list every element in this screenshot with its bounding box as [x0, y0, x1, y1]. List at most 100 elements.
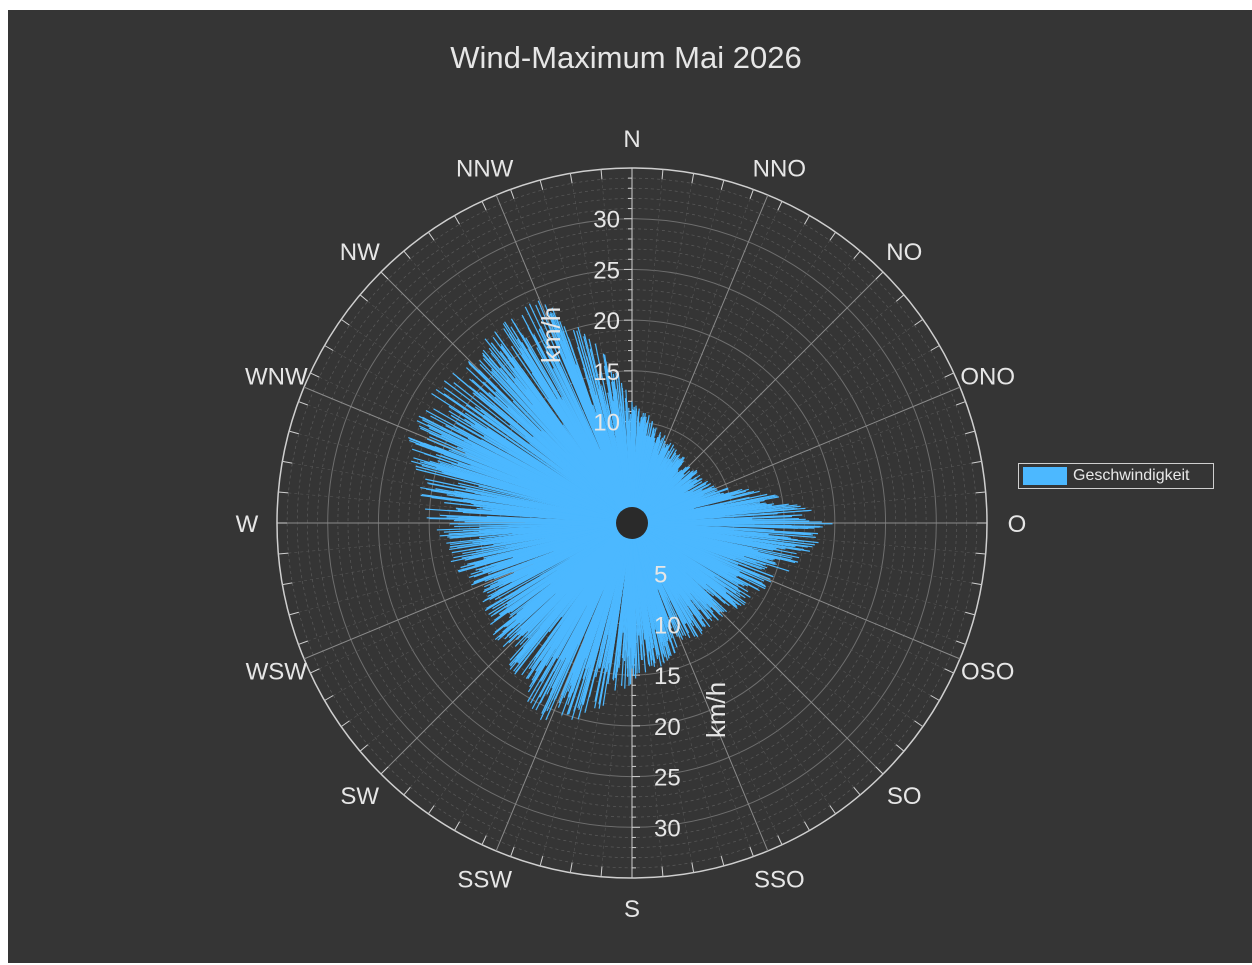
outer-tick — [930, 695, 940, 701]
wind-bar — [631, 522, 729, 573]
grid-spoke-minor — [310, 522, 633, 674]
outer-tick — [691, 173, 695, 184]
wind-bar — [448, 410, 633, 524]
grid-spoke-minor — [631, 461, 982, 524]
grid-spoke-minor — [631, 522, 923, 727]
grid-spoke-minor — [428, 522, 633, 814]
outer-tick — [777, 835, 783, 845]
grid-spoke-minor — [341, 319, 633, 524]
outer-tick — [403, 250, 411, 260]
direction-label: SO — [887, 783, 922, 810]
grid-spoke-minor — [289, 430, 633, 524]
grid-spoke-minor — [359, 522, 633, 752]
grid-spoke-minor — [631, 522, 694, 873]
wind-bar — [631, 522, 717, 606]
outer-tick — [777, 201, 783, 211]
wind-bar — [594, 343, 633, 524]
radial-tick-label-lower: 25 — [654, 765, 681, 792]
outer-tick — [359, 294, 369, 302]
wind-bar — [631, 415, 650, 524]
chart-title: Wind-Maximum Mai 2026 — [450, 40, 802, 75]
outer-tick — [282, 582, 293, 586]
legend: Geschwindigkeit — [1018, 463, 1214, 489]
wind-bar — [631, 496, 734, 524]
wind-bar — [507, 522, 633, 528]
grid-spoke-minor — [600, 522, 633, 877]
grid-spoke-minor — [631, 491, 986, 524]
wind-bar — [497, 522, 633, 592]
wind-bar — [566, 522, 633, 715]
wind-bar — [631, 522, 747, 567]
grid-spoke-minor — [631, 345, 940, 524]
grid-spoke-minor — [428, 232, 633, 524]
outer-tick — [600, 169, 603, 180]
direction-label: NNW — [456, 155, 514, 182]
wind-bar — [631, 522, 775, 531]
outer-tick — [310, 372, 320, 378]
grid-spoke-minor — [631, 522, 725, 866]
wind-bar — [552, 522, 633, 663]
grid-spoke-minor — [570, 522, 633, 873]
outer-tick — [971, 582, 982, 586]
wind-bar — [538, 329, 633, 524]
wind-bar — [602, 353, 633, 524]
outer-tick — [971, 460, 982, 464]
grid-spoke-minor — [631, 522, 754, 857]
wind-bar — [631, 522, 669, 640]
radial-unit-label-upper: km/h — [536, 307, 566, 363]
outer-tick — [914, 720, 924, 728]
wind-bar — [562, 340, 633, 524]
wind-bar — [545, 522, 633, 721]
outer-tick — [340, 720, 350, 728]
outer-tick — [930, 345, 940, 351]
wind-bar — [631, 520, 772, 524]
outer-tick — [454, 821, 460, 831]
direction-label: SSW — [457, 867, 512, 894]
grid-spoke-minor — [631, 250, 861, 524]
outer-tick — [720, 856, 725, 867]
grid-spoke-minor — [600, 169, 633, 524]
wind-bar — [631, 496, 779, 524]
wind-bar — [631, 522, 760, 577]
outer-tick — [975, 491, 986, 494]
wind-bar — [631, 417, 639, 524]
wind-bar — [552, 522, 633, 585]
center-dot — [616, 507, 648, 539]
wind-bar — [631, 416, 646, 524]
radial-unit-label-lower: km/h — [701, 682, 731, 738]
grid-spoke-minor — [631, 180, 725, 524]
outer-tick — [288, 611, 299, 616]
direction-label: S — [624, 896, 640, 923]
radial-tick-label-lower: 20 — [654, 714, 681, 741]
radial-tick-label-upper: 20 — [593, 308, 620, 335]
outer-tick — [829, 805, 837, 815]
grid-spoke-minor — [631, 201, 783, 524]
wind-bar — [570, 522, 633, 680]
outer-tick — [875, 271, 884, 280]
direction-label: OSO — [961, 658, 1014, 685]
wind-bar — [631, 522, 673, 629]
wind-bar — [631, 522, 684, 636]
wind-bar — [631, 522, 714, 593]
outer-tick — [324, 345, 334, 351]
direction-label: O — [1008, 511, 1027, 538]
grid-spoke-minor — [631, 215, 810, 524]
wind-bar — [631, 522, 799, 563]
wind-bar — [599, 522, 633, 698]
wind-bar — [631, 522, 704, 627]
wind-bar — [627, 522, 633, 677]
grid-spoke-minor — [324, 522, 633, 701]
wind-bar — [425, 478, 633, 524]
outer-tick — [359, 744, 369, 752]
outer-tick — [853, 250, 861, 260]
outer-tick — [298, 640, 308, 645]
grid-spoke-minor — [310, 372, 633, 524]
grid-spoke-minor — [631, 522, 810, 831]
outer-tick — [510, 847, 515, 857]
wind-bar — [487, 513, 633, 524]
outer-tick — [600, 866, 603, 877]
grid-spoke-minor — [289, 522, 633, 616]
wind-bar — [421, 464, 633, 524]
grid-spoke-minor — [631, 319, 923, 524]
grid-spoke-minor — [631, 522, 861, 796]
